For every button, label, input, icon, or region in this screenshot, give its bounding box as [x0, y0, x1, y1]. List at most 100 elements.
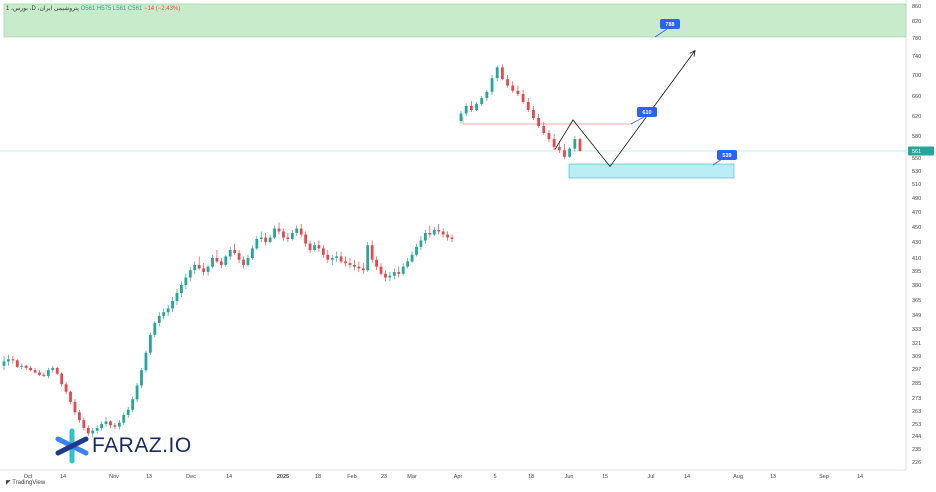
time-tick-label: 14 [857, 474, 863, 480]
price-tick-label: 550 [912, 156, 921, 162]
price-tick-label: 226 [912, 460, 921, 466]
candle-body [255, 239, 259, 249]
price-tick-label: 620 [912, 114, 921, 120]
candle-body [60, 373, 64, 385]
zones-layer [0, 3, 907, 179]
symbol-legend: 1 ،بورس ،D ،پتروشیمی ایران O561 H575 L56… [6, 5, 180, 12]
target-badge [637, 107, 657, 117]
candle-body [490, 78, 494, 92]
current-price-badge [908, 146, 934, 156]
candle-body [397, 271, 401, 274]
candle-body [282, 231, 285, 238]
candle-body [410, 254, 414, 262]
candle-body [144, 352, 148, 371]
time-tick-label: Oct [24, 474, 33, 480]
target-label: 539 [722, 153, 731, 159]
candle-body [401, 266, 405, 274]
candle-body [157, 315, 161, 323]
candle-body [64, 384, 68, 392]
candle-body [91, 430, 95, 434]
price-tick-label: 470 [912, 210, 921, 216]
time-axis[interactable]: Oct 14 Nov 13 Dec 14 2025 18 Feb 23 Mar Apr 5 18 Jun 15… [24, 474, 863, 480]
candle-body [237, 253, 241, 260]
candle-body [423, 233, 427, 241]
candle-body [153, 322, 157, 335]
candle-body [197, 264, 201, 269]
time-tick-label: 18 [315, 474, 321, 480]
candle-body [295, 228, 299, 233]
price-tick-label: 333 [912, 327, 921, 333]
time-tick-label: 14 [684, 474, 690, 480]
price-tick-label: 860 [912, 4, 921, 10]
candle-body [469, 106, 473, 110]
time-tick-label: Feb [347, 474, 356, 480]
candle-body [568, 148, 572, 157]
candle-body [250, 248, 254, 258]
price-tick-label: 490 [912, 196, 921, 202]
candle-body [73, 401, 77, 413]
candle-body [242, 259, 245, 265]
brand-name: FARAZ.IO [92, 434, 192, 457]
candle-body [459, 113, 463, 121]
candle-body [259, 237, 263, 239]
candle-body [7, 359, 10, 362]
candle-body [206, 266, 210, 272]
price-tick-label: 780 [912, 36, 921, 42]
time-tick-label: 18 [528, 474, 534, 480]
candle-body [573, 139, 577, 149]
time-tick-label: Apr [454, 474, 463, 480]
time-tick-label: Aug [733, 474, 743, 480]
time-tick-label: Nov [109, 474, 119, 480]
resistance-zone [3, 3, 907, 38]
candle-body [55, 367, 59, 374]
candle-body [299, 228, 303, 235]
price-tick-label: 561 [912, 149, 921, 155]
candle-body [38, 372, 41, 375]
candle-body [233, 250, 237, 254]
candle-body [82, 420, 86, 428]
candle-body [277, 228, 281, 232]
candle-body [441, 231, 445, 235]
candle-body [406, 261, 410, 267]
candle-body [506, 79, 509, 86]
candle-body [330, 258, 334, 260]
price-tick-label: 263 [912, 409, 921, 415]
projection-path [554, 50, 696, 168]
candle-body [485, 91, 489, 98]
price-tick-label: 740 [912, 54, 921, 60]
candle-body [415, 246, 418, 255]
candle-body [42, 374, 46, 376]
candle-body [126, 409, 130, 415]
candle-body [20, 365, 24, 367]
candle-body [193, 264, 197, 271]
candle-body [321, 248, 325, 255]
candle-body [122, 414, 126, 423]
candle-body [366, 245, 370, 271]
candle-body [188, 270, 192, 278]
candle-body [361, 268, 365, 271]
price-tick-label: 430 [912, 240, 921, 246]
candle-body [526, 102, 530, 110]
candle-body [224, 256, 228, 265]
price-tick-label: 660 [912, 94, 921, 100]
time-tick-label: 13 [146, 474, 152, 480]
grid-layer [0, 0, 907, 471]
target-badge [660, 19, 680, 29]
candle-body [511, 85, 515, 91]
time-tick-label: 14 [226, 474, 232, 480]
candle-body [162, 312, 166, 316]
candle-body [246, 258, 250, 265]
candle-body [446, 234, 449, 238]
tradingview-footer: ◤ TradingView [6, 479, 45, 486]
price-tick-label: 510 [912, 182, 921, 188]
candle-body [171, 300, 174, 309]
candle-body [219, 261, 223, 265]
candle-body [304, 234, 308, 244]
price-tick-label: 580 [912, 134, 921, 140]
candle-body [46, 370, 50, 376]
price-tick-label: 244 [912, 434, 921, 440]
candle-body [104, 421, 108, 424]
projection-arrowhead [689, 49, 696, 57]
